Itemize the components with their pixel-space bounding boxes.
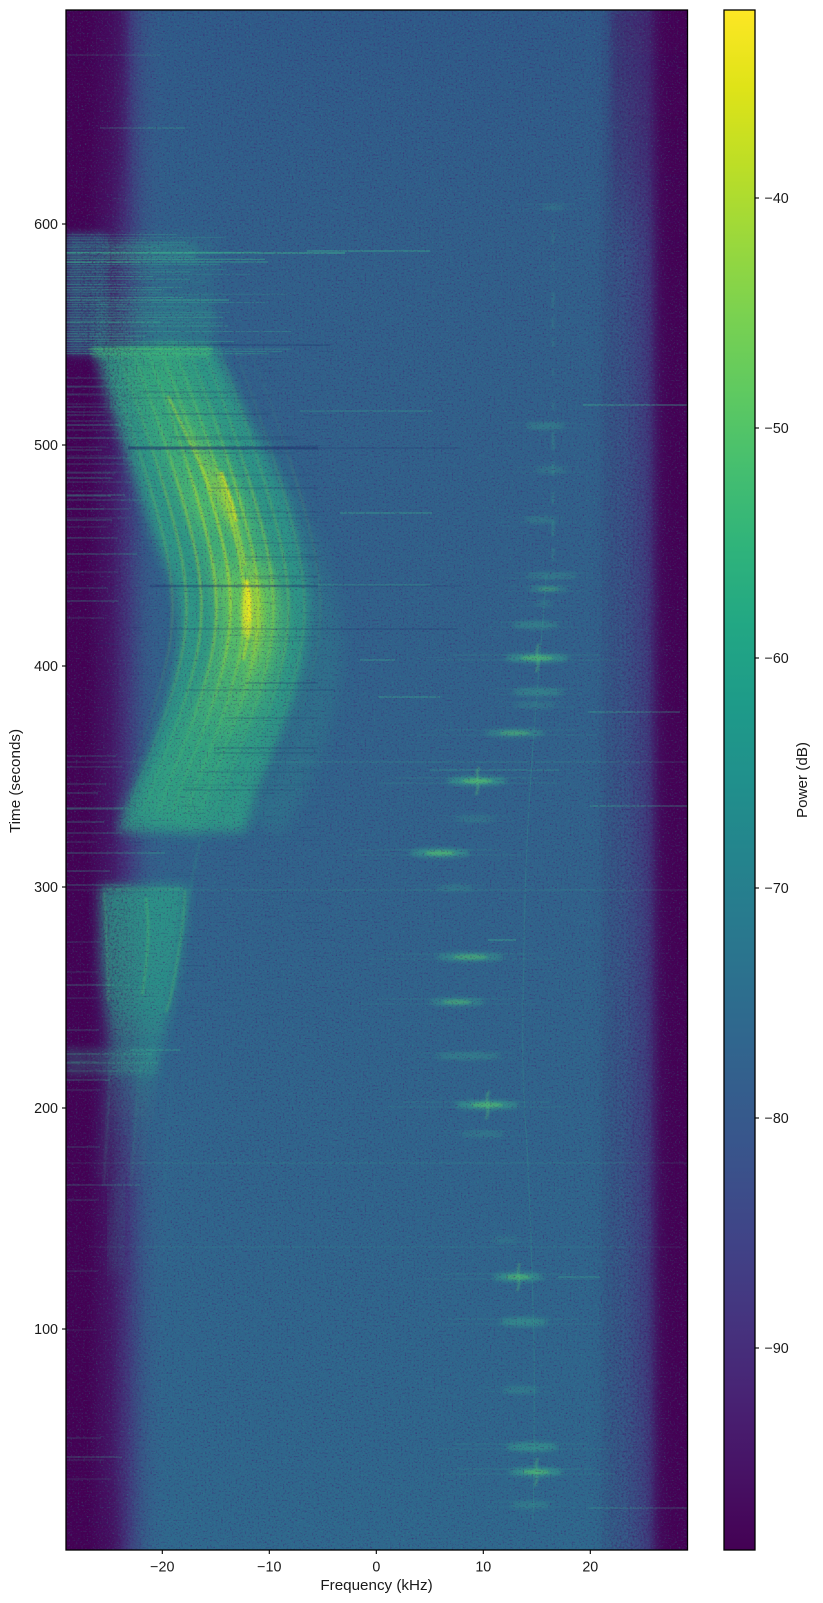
svg-text:500: 500 bbox=[34, 438, 58, 454]
svg-text:100: 100 bbox=[34, 1322, 58, 1338]
svg-text:−70: −70 bbox=[765, 881, 789, 897]
svg-text:−10: −10 bbox=[257, 1560, 281, 1576]
svg-text:20: 20 bbox=[582, 1560, 598, 1576]
svg-text:−80: −80 bbox=[765, 1111, 789, 1127]
svg-text:−50: −50 bbox=[765, 421, 789, 437]
svg-text:Power (dB): Power (dB) bbox=[794, 742, 811, 818]
svg-text:−90: −90 bbox=[765, 1341, 789, 1357]
svg-text:300: 300 bbox=[34, 880, 58, 896]
svg-text:0: 0 bbox=[372, 1560, 380, 1576]
svg-text:400: 400 bbox=[34, 659, 58, 675]
svg-text:−40: −40 bbox=[765, 191, 789, 207]
svg-text:10: 10 bbox=[475, 1560, 491, 1576]
svg-text:Frequency (kHz): Frequency (kHz) bbox=[320, 1577, 432, 1594]
svg-text:600: 600 bbox=[34, 217, 58, 233]
svg-text:−60: −60 bbox=[765, 651, 789, 667]
svg-text:Time (seconds): Time (seconds) bbox=[7, 729, 24, 833]
svg-text:200: 200 bbox=[34, 1101, 58, 1117]
svg-text:−20: −20 bbox=[150, 1560, 174, 1576]
